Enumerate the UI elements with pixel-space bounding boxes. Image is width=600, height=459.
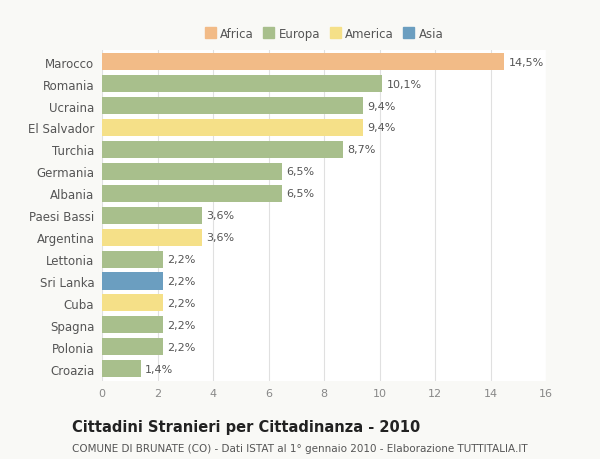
Bar bbox=[102, 338, 163, 356]
Bar bbox=[102, 54, 505, 71]
Text: 9,4%: 9,4% bbox=[367, 101, 395, 111]
Bar bbox=[102, 120, 363, 137]
Legend: Africa, Europa, America, Asia: Africa, Europa, America, Asia bbox=[200, 23, 448, 46]
Text: 8,7%: 8,7% bbox=[347, 145, 376, 155]
Bar bbox=[102, 273, 163, 290]
Bar bbox=[102, 98, 363, 115]
Bar bbox=[102, 360, 141, 377]
Text: 2,2%: 2,2% bbox=[167, 342, 196, 352]
Bar bbox=[102, 207, 202, 224]
Text: 6,5%: 6,5% bbox=[287, 189, 314, 199]
Bar bbox=[102, 251, 163, 268]
Text: 14,5%: 14,5% bbox=[509, 57, 544, 67]
Bar bbox=[102, 185, 283, 202]
Bar bbox=[102, 317, 163, 334]
Bar bbox=[102, 141, 343, 159]
Text: 9,4%: 9,4% bbox=[367, 123, 395, 133]
Text: 2,2%: 2,2% bbox=[167, 320, 196, 330]
Text: 2,2%: 2,2% bbox=[167, 276, 196, 286]
Bar bbox=[102, 229, 202, 246]
Text: COMUNE DI BRUNATE (CO) - Dati ISTAT al 1° gennaio 2010 - Elaborazione TUTTITALIA: COMUNE DI BRUNATE (CO) - Dati ISTAT al 1… bbox=[72, 443, 527, 453]
Text: 2,2%: 2,2% bbox=[167, 298, 196, 308]
Bar bbox=[102, 163, 283, 180]
Text: 6,5%: 6,5% bbox=[287, 167, 314, 177]
Text: 3,6%: 3,6% bbox=[206, 211, 234, 221]
Text: 10,1%: 10,1% bbox=[386, 79, 422, 90]
Bar bbox=[102, 295, 163, 312]
Text: Cittadini Stranieri per Cittadinanza - 2010: Cittadini Stranieri per Cittadinanza - 2… bbox=[72, 419, 420, 434]
Text: 2,2%: 2,2% bbox=[167, 254, 196, 264]
Text: 1,4%: 1,4% bbox=[145, 364, 173, 374]
Bar bbox=[102, 76, 382, 93]
Text: 3,6%: 3,6% bbox=[206, 233, 234, 243]
